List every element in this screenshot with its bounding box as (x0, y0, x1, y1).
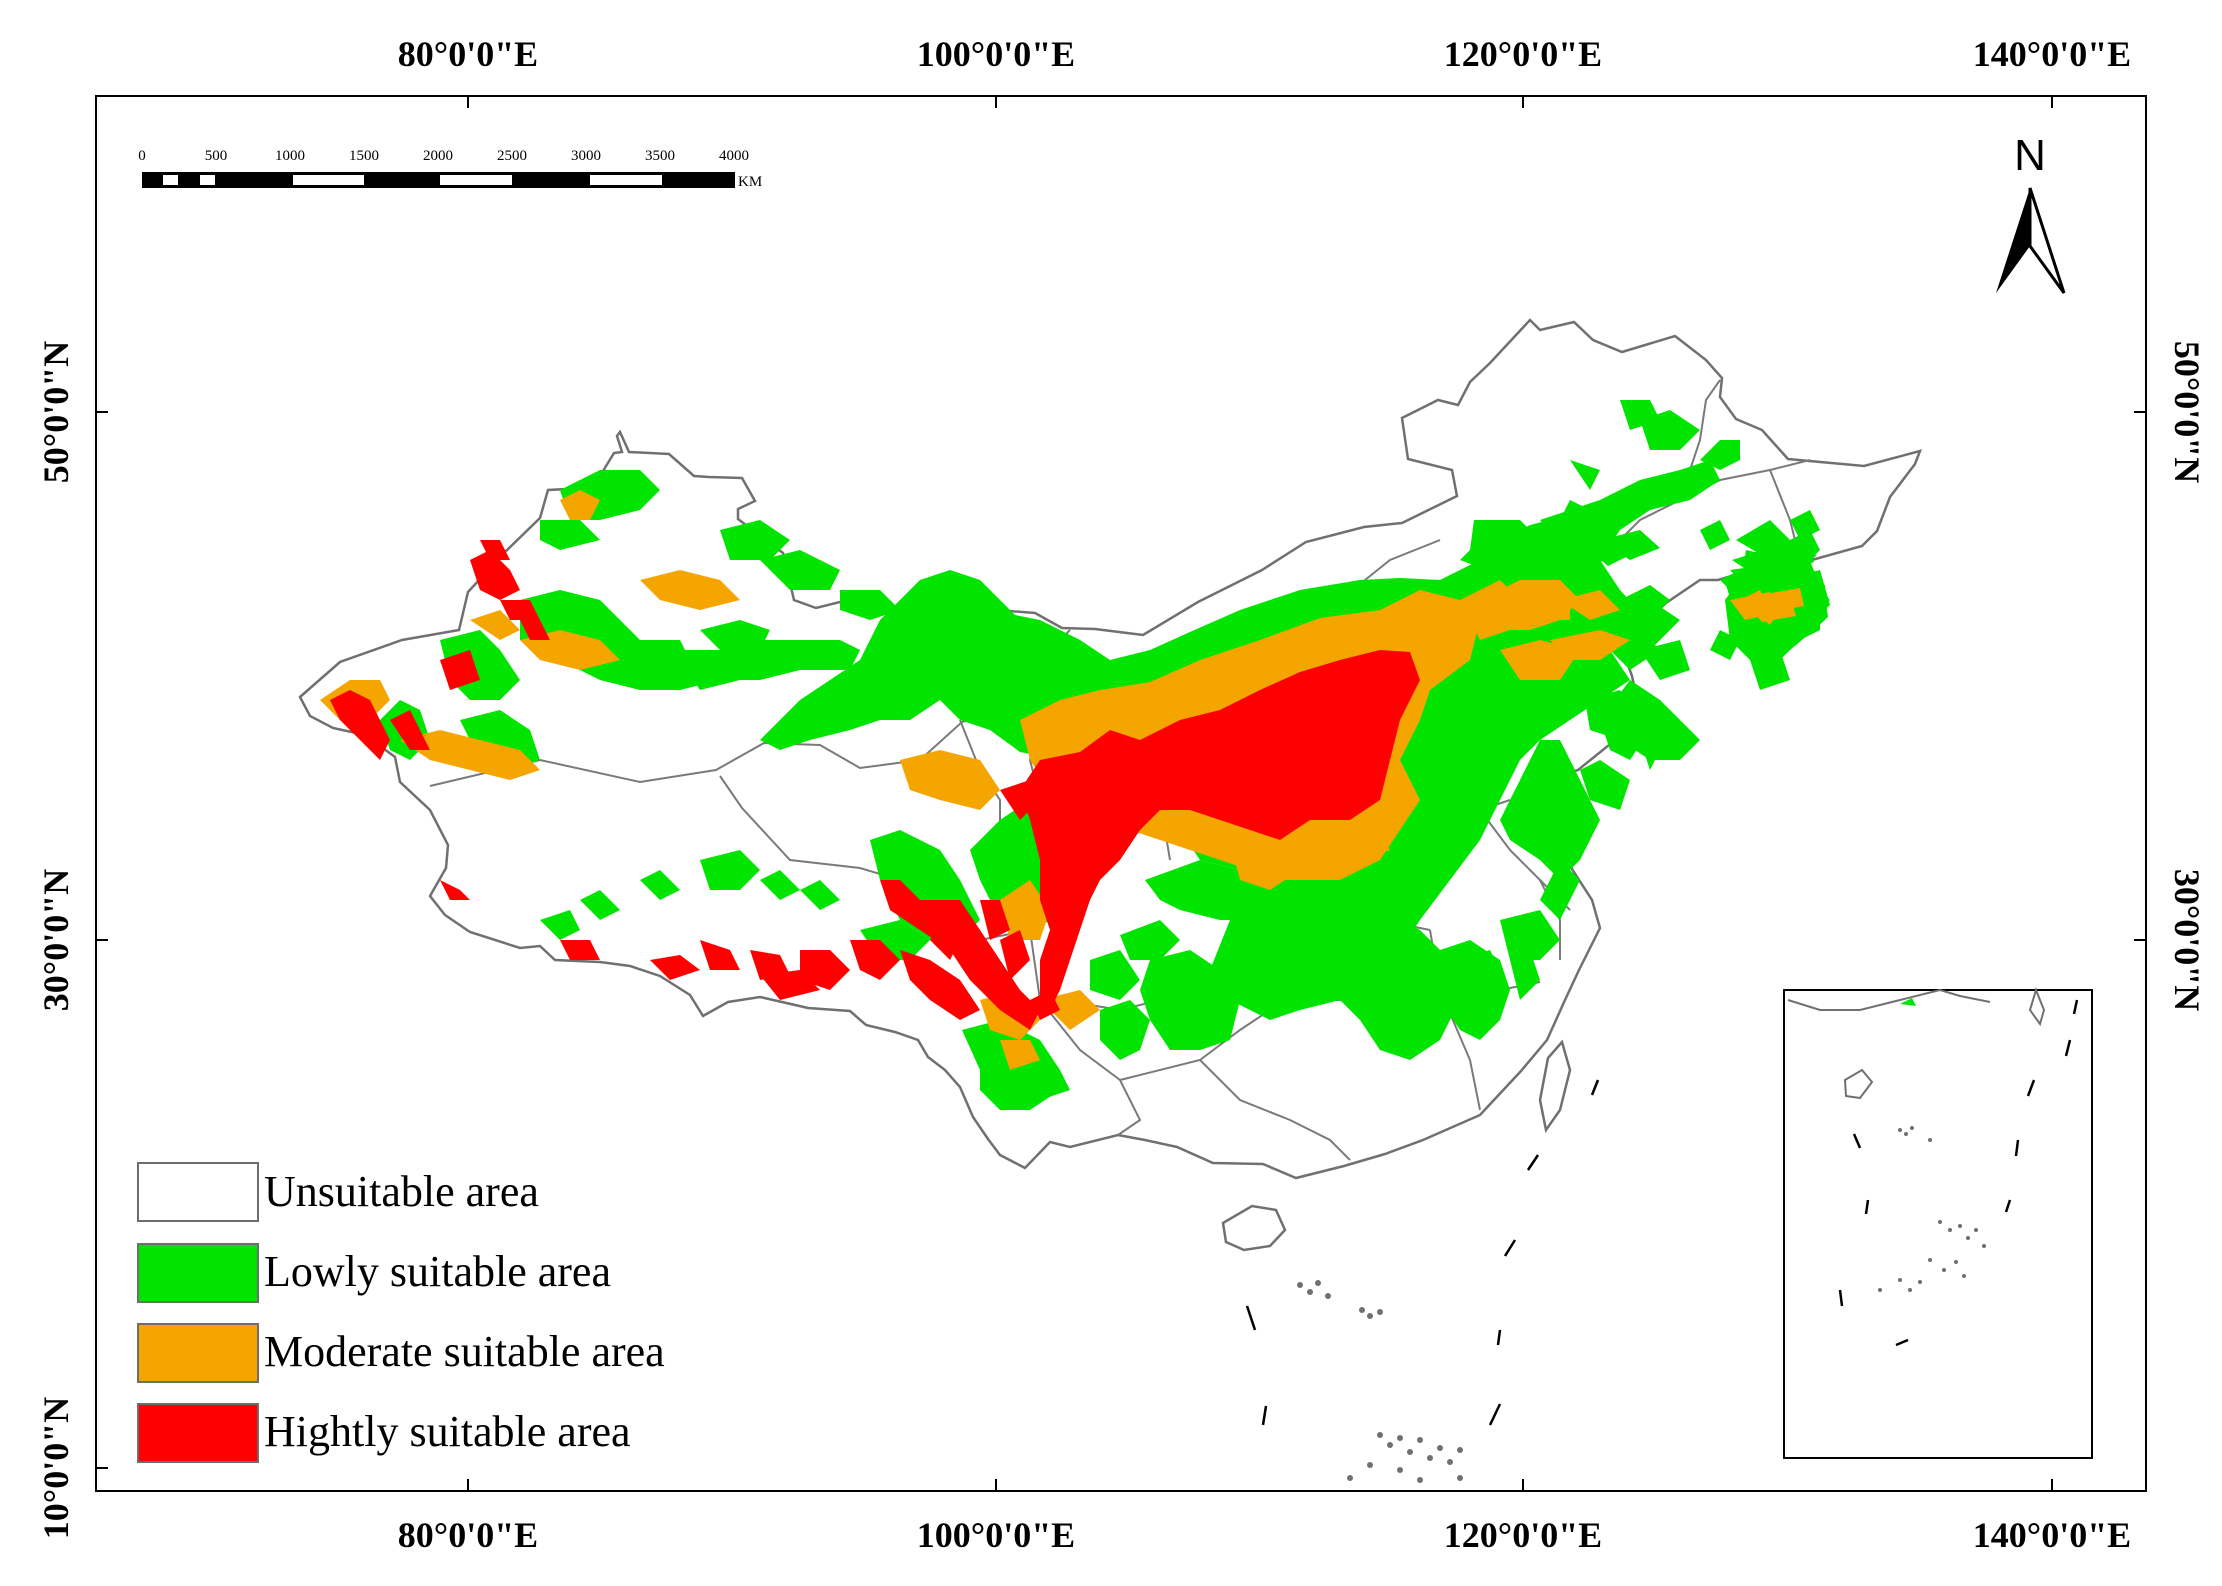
scale-tick-0: 0 (138, 148, 146, 164)
scale-tick-3500: 3500 (645, 148, 675, 164)
right-latitude-labels: 50°0'0"N 30°0'0"N (2167, 341, 2207, 1011)
legend-label-unsuitable: Unsuitable area (264, 1167, 539, 1216)
bottom-lon-label-80: 80°0'0"E (398, 1515, 538, 1555)
legend: Unsuitable area Lowly suitable area Mode… (137, 1162, 665, 1463)
zone-high (330, 540, 1420, 1030)
bottom-lon-label-140: 140°0'0"E (1973, 1515, 2131, 1555)
left-latitude-labels: 50°0'0"N 30°0'0"N 10°0'0"N (36, 341, 76, 1539)
top-lon-label-80: 80°0'0"E (398, 34, 538, 74)
legend-item-moderate: Moderate suitable area (137, 1323, 665, 1383)
legend-swatch-unsuitable (137, 1162, 259, 1222)
top-longitude-labels: 80°0'0"E 100°0'0"E 120°0'0"E 140°0'0"E (398, 34, 2131, 74)
legend-label-highly: Hightly suitable area (264, 1407, 631, 1456)
taiwan-island (1538, 1039, 1572, 1134)
inset-map (1783, 986, 2093, 1459)
scale-tick-1000: 1000 (275, 148, 305, 164)
scale-tick-4000: 4000 (719, 148, 749, 164)
scale-tick-2500: 2500 (497, 148, 527, 164)
map-frame (95, 95, 2147, 1492)
bottom-lon-label-120: 120°0'0"E (1444, 1515, 1602, 1555)
left-lat-label-10: 10°0'0"N (36, 1397, 76, 1539)
top-lon-label-140: 140°0'0"E (1973, 34, 2131, 74)
right-lat-label-30: 30°0'0"N (2167, 869, 2207, 1011)
north-label: N (2014, 131, 2046, 180)
scale-bar: 0 500 1000 1500 2000 2500 3000 3500 4000… (138, 148, 762, 190)
scs-islands (1297, 1280, 1463, 1483)
scale-tick-1500: 1500 (349, 148, 379, 164)
legend-item-highly: Hightly suitable area (137, 1403, 631, 1463)
north-arrow-icon (1996, 187, 2066, 294)
scale-tick-2000: 2000 (423, 148, 453, 164)
bottom-longitude-labels: 80°0'0"E 100°0'0"E 120°0'0"E 140°0'0"E (398, 1515, 2131, 1555)
scale-tick-500: 500 (205, 148, 228, 164)
legend-item-lowly: Lowly suitable area (137, 1243, 611, 1303)
top-lon-label-120: 120°0'0"E (1444, 34, 1602, 74)
hainan-island (1221, 1204, 1287, 1252)
scale-tick-3000: 3000 (571, 148, 601, 164)
right-lat-label-50: 50°0'0"N (2167, 341, 2207, 483)
bottom-lon-label-100: 100°0'0"E (917, 1515, 1075, 1555)
scale-unit: KM (738, 174, 762, 190)
legend-swatch-highly (137, 1403, 259, 1463)
nine-dash-line (1245, 1079, 1600, 1426)
top-lon-label-100: 100°0'0"E (917, 34, 1075, 74)
north-arrow: N (1996, 131, 2066, 294)
left-lat-label-30: 30°0'0"N (36, 869, 76, 1011)
graticule-ticks (96, 96, 2146, 1491)
legend-label-moderate: Moderate suitable area (264, 1327, 665, 1376)
left-lat-label-50: 50°0'0"N (36, 341, 76, 483)
legend-item-unsuitable: Unsuitable area (137, 1162, 539, 1222)
legend-swatch-lowly (137, 1243, 259, 1303)
legend-swatch-moderate (137, 1323, 259, 1383)
legend-label-lowly: Lowly suitable area (264, 1247, 611, 1296)
